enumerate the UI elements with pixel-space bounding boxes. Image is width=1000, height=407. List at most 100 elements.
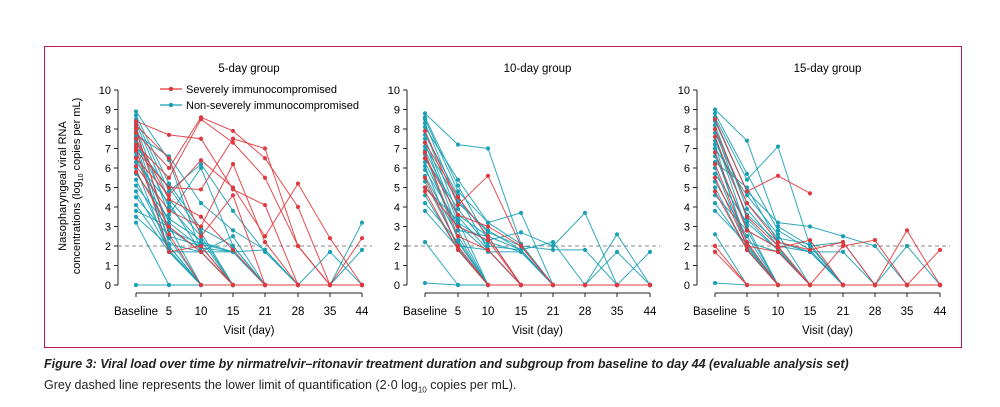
severe-data-point [518,282,524,288]
y-axis-title-line2: concentrations (log10 copies per mL) [71,98,85,275]
severe-data-point [262,282,268,288]
severe-data-point [775,240,781,245]
severe-data-point [455,195,461,200]
non-severe-data-point [166,282,172,288]
severe-data-point [744,282,750,288]
non-severe-data-point [455,142,461,147]
non-severe-data-point [359,220,365,225]
severe-data-point [712,249,718,254]
severe-data-point [485,234,491,239]
x-tick-label: Baseline [403,306,447,318]
non-severe-data-point [744,177,750,182]
severe-data-point [712,117,718,122]
non-severe-data-point [166,201,172,206]
severe-data-point [455,212,461,217]
non-severe-data-point [775,144,781,149]
x-tick-label: Baseline [693,306,737,318]
non-severe-data-point [614,249,620,254]
panel-title: 10-day group [504,63,572,75]
x-tick-label: 15 [227,306,240,318]
severe-data-point [647,282,653,288]
non-severe-data-point [485,220,491,225]
non-severe-data-point [422,201,428,206]
non-severe-data-point [422,167,428,173]
severe-data-point [230,136,236,141]
figure-caption-note: Grey dashed line represents the lower li… [44,378,516,395]
severe-data-point [166,208,172,213]
non-severe-data-point [455,228,461,233]
severe-data-point [133,123,139,128]
y-tick-label: 10 [99,85,111,97]
y-tick-label: 4 [105,202,111,214]
note-text: Grey dashed line represents the lower li… [44,378,418,392]
figure-title: Viral load over time by nirmatrelvir–rit… [100,357,849,371]
non-severe-patient-line [424,117,650,286]
x-tick-label: 5 [455,306,461,318]
severe-data-point [422,128,428,134]
severe-data-point [133,119,139,124]
y-tick-label: 0 [684,280,690,292]
severe-data-point [455,202,461,208]
non-severe-data-point [712,111,718,116]
severe-data-point [485,247,491,252]
severe-data-point [262,175,268,180]
severe-data-point [166,132,172,137]
non-severe-data-point [422,280,428,286]
x-tick-label: 35 [901,306,914,318]
severe-data-point [775,173,781,178]
severe-patient-line [135,148,362,286]
note-text-end: copies per mL). [426,378,517,392]
y-tick-label: 4 [684,202,690,214]
non-severe-data-point [807,241,813,247]
y-axis-title-part: concentrations (log [71,181,83,274]
figure-label: Figure 3: [44,357,97,371]
x-tick-label: 44 [934,306,947,318]
severe-data-point [198,136,204,141]
severe-data-point [262,146,268,151]
severe-data-point [133,146,139,151]
x-axis-title: Visit (day) [512,325,563,337]
severe-data-point [904,282,910,288]
severe-data-point [198,249,204,254]
panel-title: 5-day group [218,63,279,75]
x-tick-label: 35 [611,306,624,318]
non-severe-patient-line [714,128,940,286]
severe-data-point [840,243,846,249]
severe-data-point [166,165,172,171]
severe-data-point [198,214,204,219]
x-tick-label: 35 [324,306,337,318]
y-axis-title-part: copies per mL) [71,98,83,174]
non-severe-data-point [422,144,428,149]
severe-patient-line [714,119,811,194]
non-severe-data-point [230,243,236,249]
y-tick-label: 5 [394,183,400,195]
severe-data-point [198,282,204,288]
severe-data-point [230,193,236,198]
x-tick-label: 10 [772,306,785,318]
y-tick-label: 6 [684,163,690,175]
severe-data-point [230,162,236,167]
non-severe-data-point [133,183,139,188]
x-tick-label: 15 [804,306,817,318]
non-severe-data-point [712,232,718,237]
severe-data-point [807,191,813,196]
x-tick-label: 5 [744,306,750,318]
severe-data-point [422,150,428,155]
severe-data-point [807,238,813,243]
non-severe-data-point [133,208,139,213]
severe-data-point [230,185,236,190]
severe-data-point [166,156,172,161]
severe-data-point [712,150,718,155]
severe-patient-line [135,138,362,286]
non-severe-data-point [230,228,236,233]
severe-data-point [422,189,428,194]
non-severe-data-point [712,208,718,213]
non-severe-data-point [455,177,461,182]
severe-data-point [614,282,620,288]
non-severe-data-point [422,111,428,116]
severe-data-point [166,249,172,254]
severe-data-point [712,175,718,180]
severe-data-point [775,245,781,251]
severe-data-point [327,236,333,241]
severe-data-point [455,247,461,252]
